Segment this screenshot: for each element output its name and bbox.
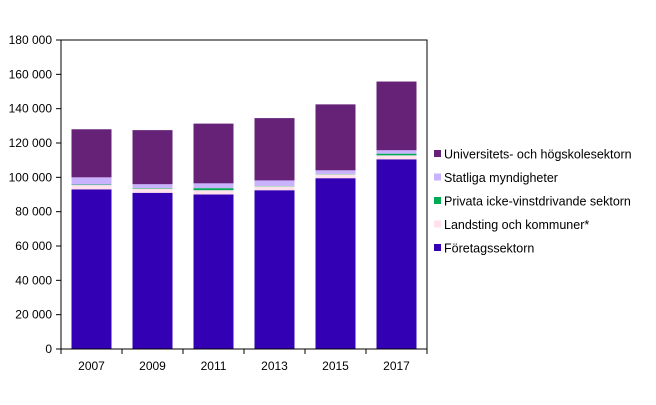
bar-segment-2015-0	[316, 178, 356, 349]
bar-segment-2017-0	[377, 159, 417, 349]
legend-swatch	[434, 221, 441, 228]
legend-label: Privata icke-vinstdrivande sektorn	[444, 195, 631, 209]
bar-segment-2009-3	[133, 184, 173, 188]
bar-segment-2011-4	[194, 124, 234, 184]
legend-swatch	[434, 244, 441, 251]
bar-segment-2017-4	[377, 82, 417, 151]
y-tick-label: 140 000	[9, 102, 53, 116]
bar-segment-2007-3	[72, 177, 112, 184]
y-tick-label: 180 000	[9, 33, 53, 47]
bar-segment-2017-2	[377, 154, 417, 156]
legend-swatch	[434, 150, 441, 157]
y-tick-label: 60 000	[15, 239, 52, 253]
bar-segment-2013-4	[255, 118, 295, 180]
x-tick-label: 2015	[322, 359, 349, 373]
x-tick-label: 2007	[78, 359, 105, 373]
x-tick-label: 2009	[139, 359, 166, 373]
bar-segment-2013-3	[255, 180, 295, 185]
legend-label: Landsting och kommuner*	[444, 218, 589, 232]
bar-segment-2015-4	[316, 104, 356, 170]
plot-frame	[61, 40, 427, 349]
legend: Universitets- och högskolesektorn Statlig…	[434, 148, 632, 256]
y-tick-label: 0	[45, 342, 52, 356]
bar-segment-2011-3	[194, 183, 234, 188]
bar-segment-2007-2	[72, 185, 112, 186]
y-tick-label: 80 000	[15, 205, 52, 219]
bar-segment-2007-0	[72, 189, 112, 349]
bar-segment-2009-2	[133, 188, 173, 189]
y-tick-label: 40 000	[15, 273, 52, 287]
bar-segment-2007-1	[72, 185, 112, 189]
bar-segment-2011-2	[194, 188, 234, 190]
x-tick-label: 2013	[261, 359, 288, 373]
bar-segment-2011-0	[194, 195, 234, 350]
y-tick-label: 160 000	[9, 67, 53, 81]
bar-segment-2013-0	[255, 190, 295, 349]
y-tick-label: 120 000	[9, 136, 53, 150]
bar-segment-2009-1	[133, 188, 173, 192]
legend-swatch	[434, 174, 441, 181]
bar-segment-2015-1	[316, 174, 356, 178]
legend-label: Universitets- och högskolesektorn	[444, 148, 632, 162]
bar-segment-2015-3	[316, 170, 356, 174]
x-tick-label: 2017	[383, 359, 410, 373]
x-tick-label: 2011	[201, 359, 227, 373]
bar-segment-2007-4	[72, 129, 112, 177]
bar-segment-2017-1	[377, 155, 417, 159]
bar-segment-2009-0	[133, 193, 173, 349]
bar-segment-2009-4	[133, 130, 173, 184]
bars-layer	[72, 82, 417, 349]
legend-label: Statliga myndigheter	[444, 171, 558, 185]
bar-segment-2013-1	[255, 186, 295, 190]
y-tick-label: 100 000	[9, 170, 53, 184]
y-tick-label: 20 000	[15, 308, 52, 322]
legend-label: Företagssektorn	[444, 242, 534, 256]
bar-segment-2011-1	[194, 190, 234, 194]
bar-segment-2017-3	[377, 150, 417, 153]
legend-swatch	[434, 197, 441, 204]
